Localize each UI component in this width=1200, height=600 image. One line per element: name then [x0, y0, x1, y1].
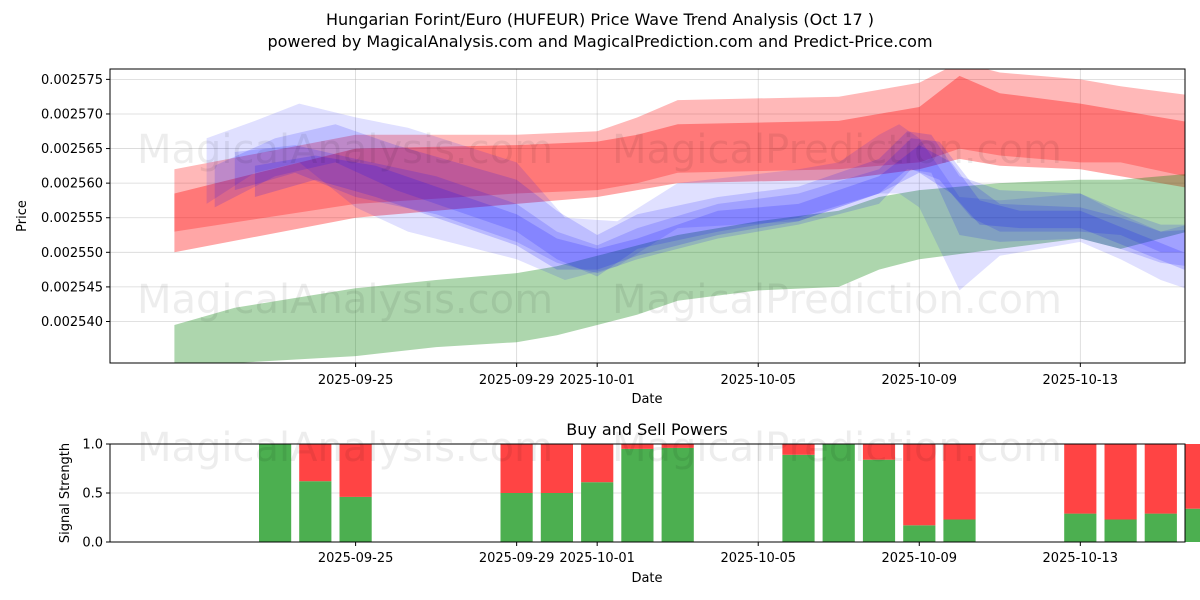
x-tick-label: 2025-10-01 — [559, 373, 635, 388]
watermark-text: MagicalAnalysis.com — [137, 277, 553, 323]
watermark-text: MagicalAnalysis.com — [137, 425, 553, 471]
buy-bar — [621, 448, 654, 542]
band-blue-1 — [206, 103, 1185, 291]
y-tick-label: 0.002560 — [41, 177, 103, 192]
chart-title-line1: Hungarian Forint/Euro (HUFEUR) Price Wav… — [326, 10, 874, 29]
y-tick-label: 0.0 — [82, 536, 103, 551]
x-tick-label: 2025-10-01 — [559, 551, 635, 566]
buy-bar — [581, 482, 614, 542]
band-blue-2 — [214, 124, 1185, 277]
buy-bar — [1185, 508, 1200, 542]
y-tick-label: 0.002570 — [41, 107, 103, 122]
price-y-axis-label: Price — [15, 200, 30, 232]
buy-bar — [903, 525, 936, 542]
price-x-axis-label: Date — [631, 392, 662, 407]
price-plot-frame — [109, 68, 1186, 364]
y-tick-label: 0.002565 — [41, 142, 103, 157]
buy-bar — [822, 444, 855, 542]
x-tick-label: 2025-09-25 — [318, 551, 394, 566]
chart-title-line2: powered by MagicalAnalysis.com and Magic… — [267, 32, 932, 51]
band-red-inner — [174, 75, 1185, 253]
sell-bar — [500, 444, 533, 493]
sell-bar — [943, 444, 976, 520]
band-blue-3 — [234, 138, 1185, 274]
watermark-text: MagicalPrediction.com — [612, 277, 1062, 323]
buy-bar — [661, 447, 694, 542]
price-watermarks: MagicalAnalysis.com MagicalPrediction.co… — [137, 127, 1062, 323]
sell-bar — [581, 444, 614, 483]
x-tick-label: 2025-09-29 — [479, 373, 555, 388]
sell-bar — [1064, 444, 1097, 514]
sell-bar — [339, 444, 372, 497]
sell-bar — [862, 444, 896, 460]
signal-x-axis-label: Date — [631, 571, 662, 586]
buy-bar — [339, 496, 372, 542]
x-tick-label: 2025-10-09 — [881, 551, 957, 566]
buy-bar — [862, 459, 896, 542]
x-tick-label: 2025-10-13 — [1043, 373, 1119, 388]
signal-watermarks: MagicalAnalysis.com MagicalPrediction.co… — [137, 425, 1062, 471]
y-tick-label: 0.002555 — [41, 211, 103, 226]
y-tick-label: 0.002545 — [41, 280, 103, 295]
watermark-text: MagicalPrediction.com — [612, 425, 1062, 471]
sell-bar — [661, 444, 694, 448]
sell-bar — [540, 444, 573, 493]
x-tick-label: 2025-10-09 — [881, 373, 957, 388]
x-tick-label: 2025-09-25 — [318, 373, 394, 388]
x-tick-label: 2025-10-05 — [720, 551, 796, 566]
band-red-outer — [174, 69, 1185, 232]
buy-bar — [1104, 519, 1137, 542]
sell-bar — [1144, 444, 1177, 514]
x-tick-label: 2025-10-05 — [720, 373, 796, 388]
signal-axes: 0.0 0.5 1.0 2025-09-25 2025-09-29 2025-10-01 2… — [82, 438, 1119, 567]
buy-bar — [299, 481, 332, 542]
price-axes: 0.002540 0.002545 0.002550 0.002555 0.002560… — [41, 73, 1119, 388]
x-tick-label: 2025-09-29 — [479, 551, 555, 566]
band-green-band — [174, 174, 1185, 363]
buy-bar — [943, 519, 976, 542]
sell-bar — [1104, 444, 1137, 520]
sell-bar — [621, 444, 654, 449]
price-wave-bands — [174, 69, 1185, 363]
signal-bars — [259, 444, 1200, 542]
watermark-text: MagicalPrediction.com — [612, 127, 1062, 173]
y-tick-label: 0.002540 — [41, 315, 103, 330]
buy-bar — [500, 493, 533, 542]
signal-y-axis-label: Signal Strength — [58, 443, 73, 543]
buy-bar — [540, 493, 573, 542]
y-tick-label: 0.002575 — [41, 73, 103, 88]
x-tick-label: 2025-10-13 — [1043, 551, 1119, 566]
sell-bar — [299, 444, 332, 482]
sell-bar — [782, 444, 815, 455]
buy-bar — [1144, 513, 1177, 542]
buy-bar — [782, 454, 815, 542]
sell-bar — [1185, 444, 1200, 509]
signal-chart-title: Buy and Sell Powers — [566, 420, 728, 439]
price-gridlines — [110, 69, 1185, 363]
buy-bar — [259, 444, 292, 542]
watermark-text: MagicalAnalysis.com — [137, 127, 553, 173]
band-blue-4 — [254, 145, 1185, 271]
y-tick-label: 0.002550 — [41, 246, 103, 261]
buy-bar — [1064, 513, 1097, 542]
y-tick-label: 0.5 — [82, 487, 103, 502]
sell-bar — [903, 444, 936, 526]
y-tick-label: 1.0 — [82, 438, 103, 453]
